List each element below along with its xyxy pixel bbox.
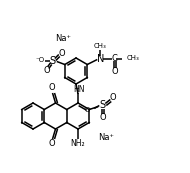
- Text: S: S: [99, 101, 105, 111]
- Text: N: N: [97, 53, 104, 63]
- Text: O: O: [44, 66, 50, 75]
- Text: O: O: [112, 67, 119, 76]
- Text: CH₃: CH₃: [94, 43, 107, 48]
- Text: O: O: [59, 49, 65, 58]
- Text: NH₂: NH₂: [71, 139, 85, 148]
- Text: O: O: [100, 113, 107, 122]
- Text: Na⁺: Na⁺: [98, 134, 114, 143]
- Text: HN: HN: [73, 84, 85, 93]
- Text: S: S: [50, 56, 56, 66]
- Text: O⁻: O⁻: [85, 107, 94, 112]
- Text: ⁻O: ⁻O: [35, 57, 44, 63]
- Text: Na⁺: Na⁺: [55, 34, 71, 43]
- Text: C: C: [111, 54, 117, 63]
- Text: O: O: [110, 93, 117, 102]
- Text: CH₃: CH₃: [126, 56, 139, 61]
- Text: O: O: [48, 139, 55, 148]
- Text: O: O: [48, 84, 55, 93]
